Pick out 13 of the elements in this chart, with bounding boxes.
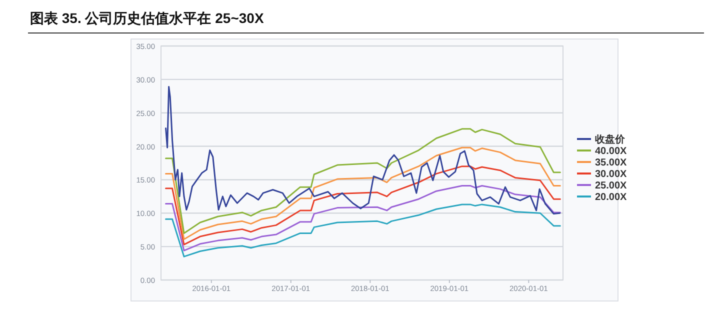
legend-label: 20.00X (595, 192, 628, 203)
line-series (165, 184, 561, 252)
line-series (165, 204, 561, 258)
legend-label: 25.00X (595, 180, 628, 192)
legend-label: 30.00X (595, 169, 628, 180)
line-series (165, 166, 561, 246)
line-series (165, 146, 561, 240)
line-series (165, 128, 561, 234)
line-series (165, 86, 560, 215)
legend-label: 收盘价 (595, 134, 626, 146)
chart-title: 图表 35. 公司历史估值水平在 25~30X (30, 10, 264, 26)
legend-label: 40.00X (595, 146, 628, 157)
legend-label: 35.00X (595, 158, 628, 168)
